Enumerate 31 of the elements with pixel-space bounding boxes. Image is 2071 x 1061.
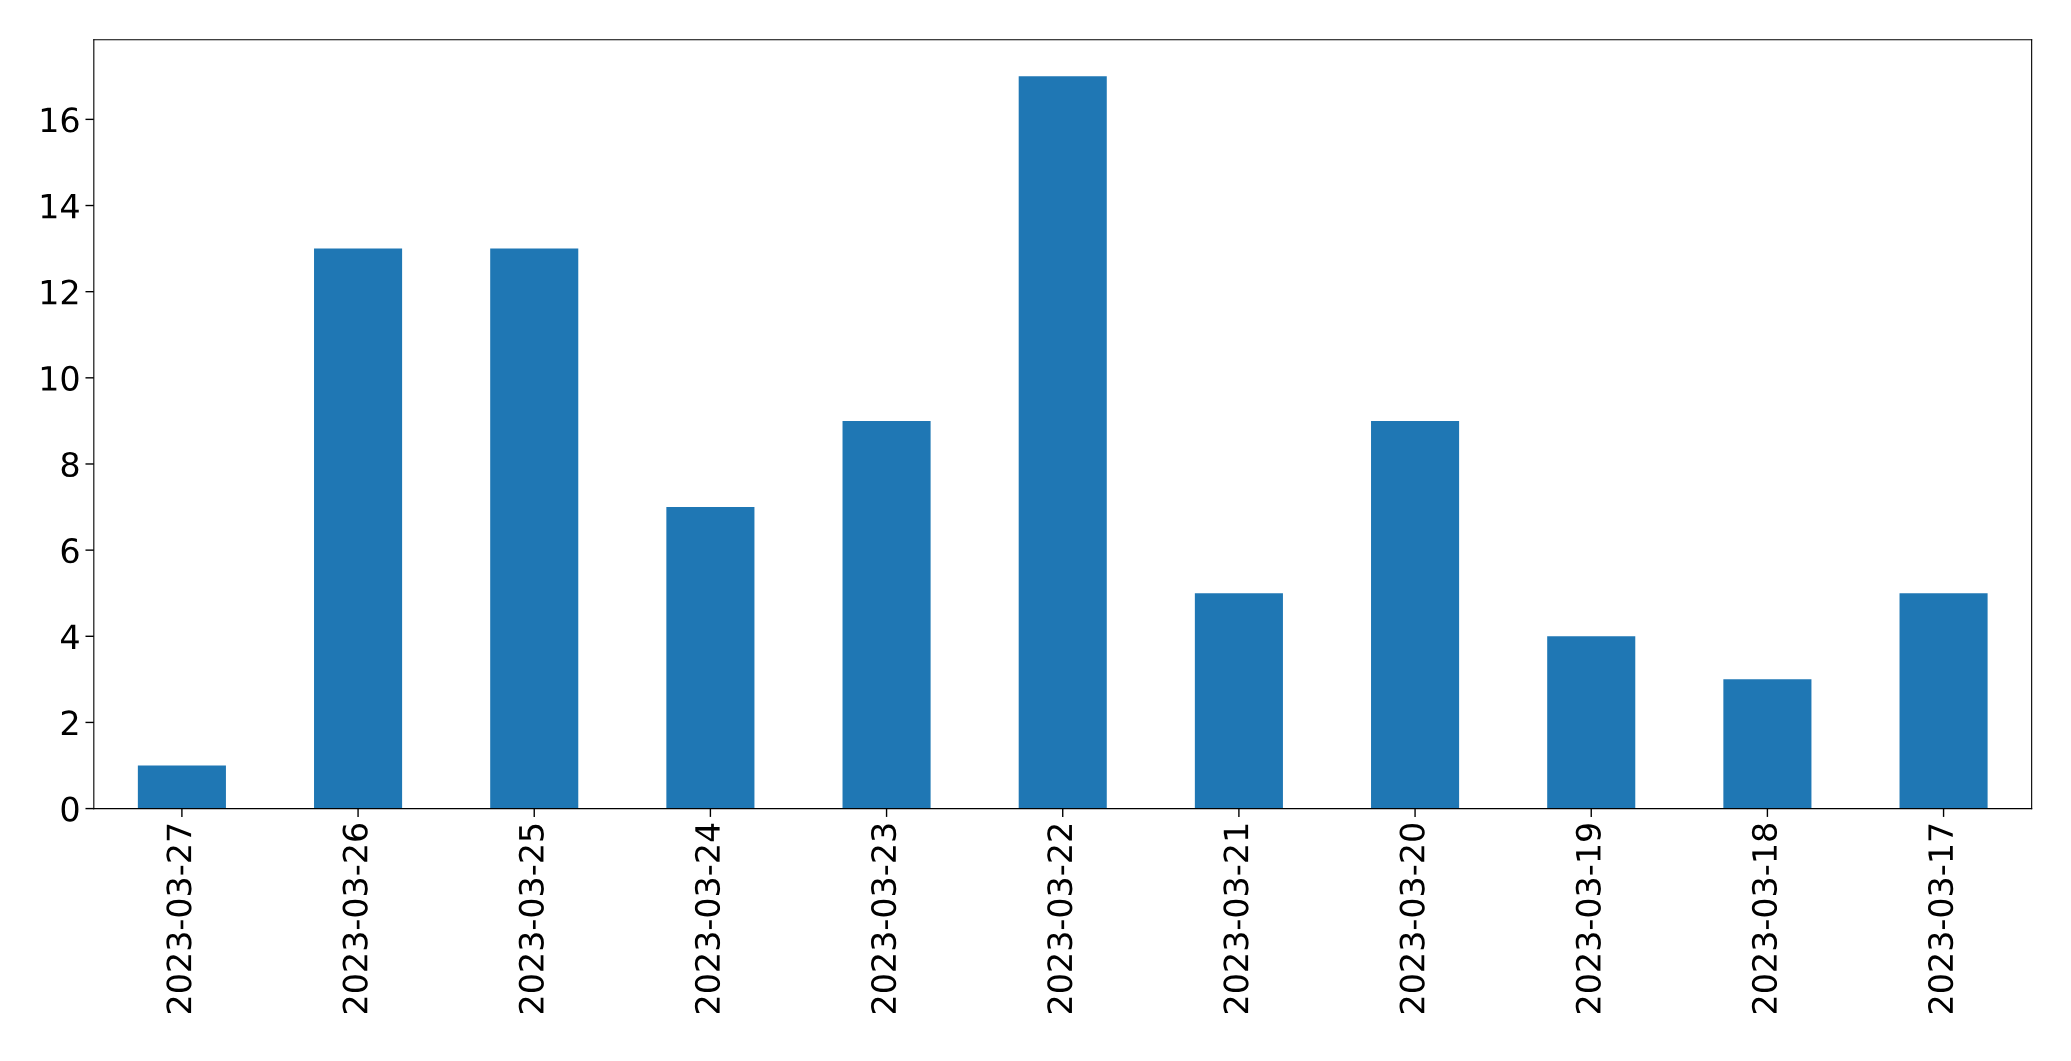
- y-tick-label: 10: [41, 365, 79, 391]
- x-tick-label: 2023-03-22: [1047, 825, 1073, 1014]
- x-tick-label: 2023-03-18: [1751, 824, 1778, 1014]
- y-tick-label: 14: [41, 193, 79, 219]
- x-tick-label: 2023-03-27: [166, 824, 192, 1014]
- x-tick-label: 2023-03-24: [694, 823, 721, 1014]
- y-tick-label: 2: [61, 710, 78, 736]
- y-tick-label: 16: [41, 107, 79, 133]
- x-tick-label: 2023-03-23: [871, 824, 897, 1014]
- y-tick-label: 0: [61, 796, 79, 822]
- bar: [1371, 420, 1460, 809]
- bar: [1547, 636, 1636, 809]
- y-tick-label: 12: [41, 279, 78, 305]
- bar: [842, 420, 931, 809]
- y-tick-label: 6: [61, 538, 79, 564]
- y-tick-label: 8: [61, 451, 79, 478]
- x-tick-label: 2023-03-17: [1928, 824, 1954, 1014]
- x-tick-label: 2023-03-20: [1399, 824, 1425, 1014]
- x-tick-label: 2023-03-19: [1575, 824, 1601, 1014]
- bar: [314, 248, 403, 809]
- x-tick-label: 2023-03-25: [518, 824, 544, 1014]
- y-tick-label: 4: [61, 624, 79, 649]
- x-tick-label: 2023-03-21: [1223, 824, 1249, 1014]
- bar: [490, 248, 579, 809]
- bar: [1018, 76, 1107, 809]
- bar: [1194, 593, 1283, 809]
- x-tick-label: 2023-03-26: [342, 823, 368, 1014]
- bar: [1899, 593, 1988, 809]
- bar: [666, 507, 755, 809]
- bar: [137, 765, 226, 809]
- bar: [1723, 679, 1812, 809]
